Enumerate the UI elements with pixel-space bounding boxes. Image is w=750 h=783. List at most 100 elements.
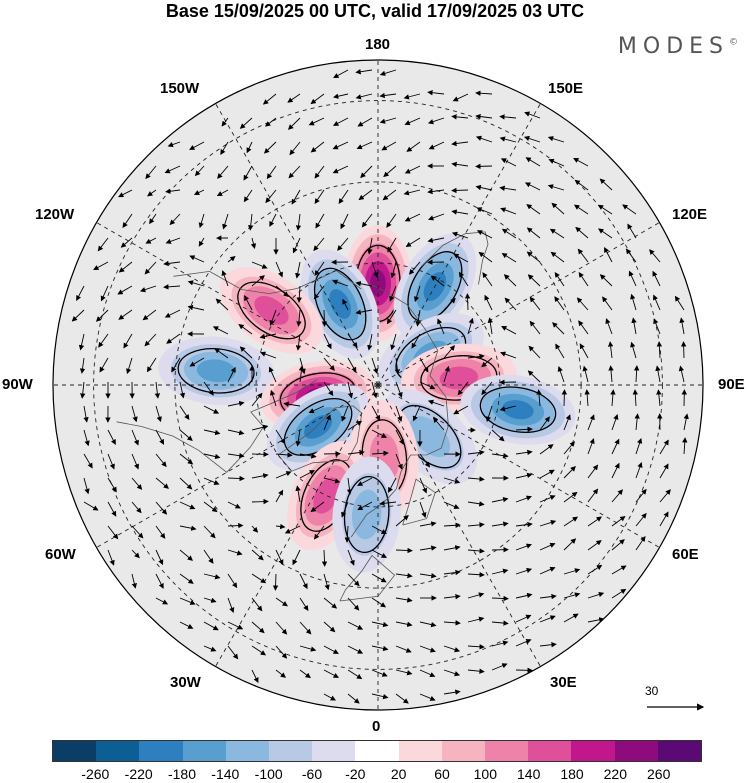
wind-arrow — [323, 333, 332, 350]
wind-arrow — [198, 237, 205, 247]
wind-arrow — [652, 270, 661, 287]
wind-arrow — [268, 366, 277, 383]
meridian-line — [377, 384, 660, 548]
wind-arrow — [395, 669, 413, 676]
wind-arrow — [539, 519, 557, 527]
wind-arrow — [395, 547, 413, 554]
wind-arrow — [524, 182, 541, 191]
wind-arrow — [275, 621, 288, 635]
wind-arrow — [563, 491, 578, 503]
wind-arrow — [314, 165, 325, 179]
wind-arrow — [443, 620, 461, 626]
wind-arrow — [246, 141, 253, 154]
wind-arrow — [411, 333, 421, 349]
wind-arrow — [597, 204, 613, 215]
wind-arrow — [321, 549, 328, 567]
wind-arrow — [390, 333, 397, 351]
modes-logo: MODES© — [618, 34, 738, 59]
wind-arrow — [536, 389, 542, 407]
wind-arrow — [659, 463, 669, 479]
anomaly-contour — [254, 295, 289, 325]
wind-arrow — [635, 437, 643, 455]
wind-arrow — [347, 381, 354, 399]
lon-label-30e: 30E — [550, 674, 577, 691]
wind-arrow — [251, 275, 265, 287]
coastline-segment — [277, 405, 363, 472]
wind-arrow — [131, 429, 139, 446]
wind-arrow — [361, 213, 373, 228]
lon-label-120w: 120W — [35, 206, 75, 223]
wind-arrow — [289, 141, 301, 156]
wind-arrow — [333, 117, 349, 126]
wind-arrow — [635, 512, 647, 527]
wind-arrow — [97, 237, 109, 252]
wind-arrow — [608, 365, 614, 383]
wind-arrow — [295, 213, 302, 231]
colorbar-tick-label: -220 — [124, 766, 153, 782]
colorbar-swatch — [657, 741, 702, 761]
wind-arrow — [524, 111, 541, 119]
wind-arrow — [83, 477, 90, 495]
wind-arrow — [193, 189, 205, 195]
wind-arrow — [323, 414, 331, 431]
wind-arrow — [395, 429, 404, 445]
wind-arrow — [323, 477, 341, 484]
wind-arrow — [554, 271, 565, 287]
wind-arrow — [155, 477, 169, 489]
wind-arrow — [347, 645, 364, 654]
wind-arrow — [563, 568, 581, 575]
wind-arrow — [275, 523, 286, 530]
wind-arrow — [539, 444, 554, 455]
wind-arrow — [443, 645, 461, 653]
wind-arrow — [332, 279, 349, 287]
wind-arrow — [203, 381, 214, 396]
wind-arrow — [287, 117, 301, 130]
wind-arrow — [259, 333, 277, 340]
meridian-line — [215, 384, 379, 667]
wind-arrow — [227, 597, 235, 614]
wind-arrow — [499, 114, 517, 120]
wind-arrow — [155, 429, 165, 445]
wind-arrow — [386, 309, 397, 325]
wind-arrow — [611, 588, 627, 599]
wind-arrow — [475, 90, 493, 96]
wind-arrow — [631, 317, 637, 335]
wind-arrow — [437, 318, 445, 335]
wind-arrow — [547, 184, 565, 191]
wind-arrow — [443, 569, 461, 576]
wind-arrow — [500, 207, 517, 215]
wind-arrow — [314, 261, 325, 277]
wind-arrow — [563, 465, 576, 479]
wind-arrow — [163, 284, 181, 290]
wind-arrow — [404, 117, 421, 126]
wind-arrow — [515, 495, 532, 503]
wind-arrow — [275, 429, 286, 445]
wind-arrow — [179, 549, 193, 561]
wind-arrow — [382, 189, 397, 201]
wind-arrow — [427, 399, 445, 407]
wind-arrow — [550, 251, 565, 263]
wind-arrow — [547, 136, 565, 143]
wind-arrow — [227, 573, 238, 589]
wind-arrow — [579, 343, 589, 359]
wind-arrow — [467, 476, 485, 482]
map-title: Base 15/09/2025 00 UTC, valid 17/09/2025… — [165, 1, 585, 21]
wind-arrow — [627, 223, 637, 239]
wind-arrow — [499, 136, 517, 143]
wind-arrow — [216, 189, 229, 197]
wind-arrow — [499, 405, 517, 412]
wind-arrow — [357, 117, 373, 127]
wind-arrow — [314, 189, 325, 205]
wind-arrow — [428, 141, 445, 150]
wind-arrow — [355, 69, 373, 75]
wind-arrow — [503, 274, 517, 287]
wind-arrow — [602, 296, 613, 311]
wind-arrow — [227, 255, 236, 263]
wind-arrow — [347, 669, 363, 680]
wind-arrow — [453, 253, 469, 263]
wind-arrow — [635, 462, 643, 479]
wind-arrow — [251, 424, 269, 431]
wind-arrow — [131, 549, 140, 559]
wind-arrow — [347, 573, 360, 587]
wind-arrow — [406, 141, 421, 152]
